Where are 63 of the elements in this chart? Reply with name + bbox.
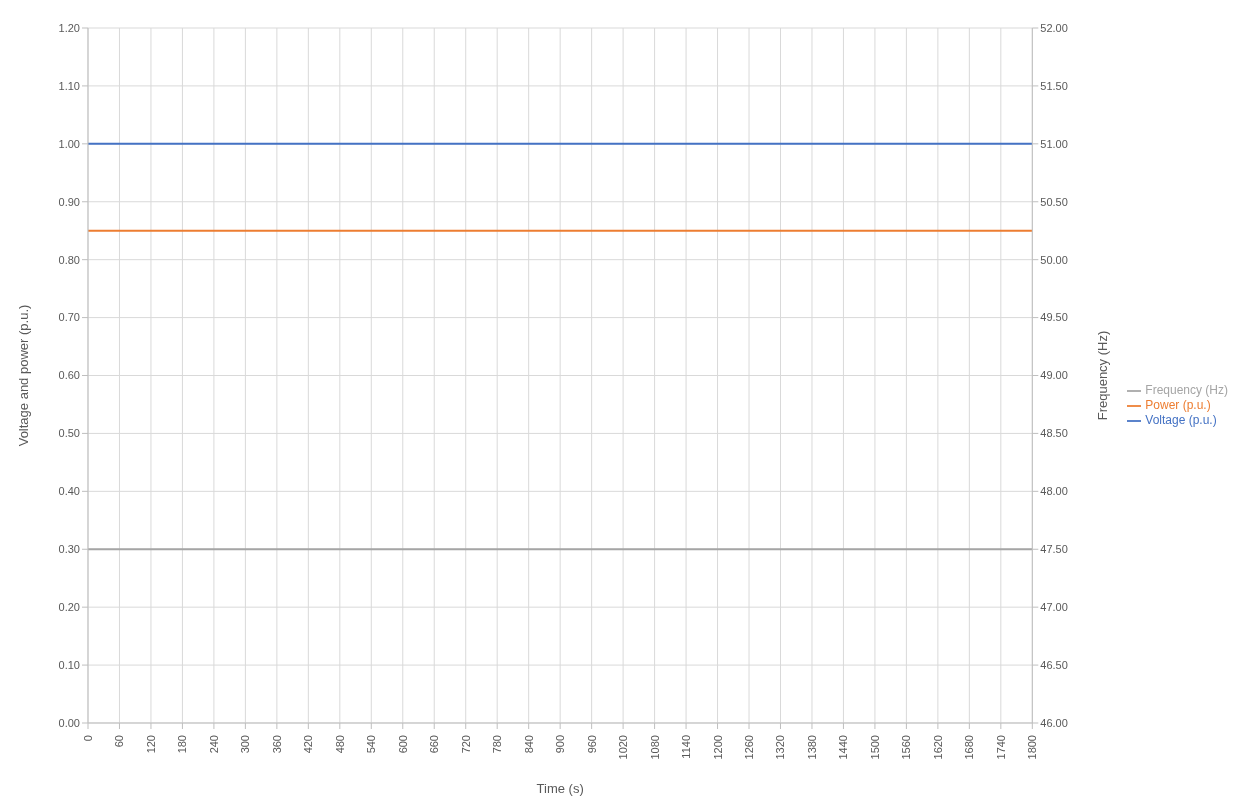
- x-tick-label: 300: [239, 735, 252, 754]
- legend-label: Power (p.u.): [1145, 398, 1211, 413]
- y-axis-title: Voltage and power (p.u.): [15, 304, 31, 447]
- y-tick-label: 1.00: [58, 137, 80, 150]
- y2-tick-label: 46.00: [1040, 716, 1068, 729]
- x-tick-label: 1500: [868, 735, 881, 760]
- y2-tick-label: 46.50: [1040, 658, 1068, 671]
- y-tick-label: 0.90: [58, 195, 80, 208]
- x-tick-label: 1800: [1026, 735, 1039, 760]
- y2-tick-label: 51.00: [1040, 137, 1068, 150]
- y2-tick-label: 52.00: [1040, 21, 1068, 34]
- x-tick-label: 1320: [774, 735, 787, 760]
- x-tick-label: 1020: [617, 735, 630, 760]
- x-tick-label: 0: [82, 735, 94, 742]
- x-tick-label: 1620: [931, 735, 944, 760]
- x-tick-label: 180: [176, 735, 189, 754]
- x-tick-label: 780: [491, 735, 504, 754]
- y2-tick-label: 50.00: [1040, 253, 1068, 266]
- x-axis-title: Time (s): [536, 781, 584, 796]
- x-tick-label: 1380: [805, 735, 818, 760]
- y2-tick-label: 49.00: [1040, 369, 1068, 382]
- y2-tick-label: 49.50: [1040, 311, 1068, 324]
- x-tick-label: 1140: [680, 735, 693, 759]
- x-tick-label: 840: [522, 735, 535, 754]
- legend-label: Frequency (Hz): [1145, 383, 1228, 398]
- y-tick-label: 0.50: [58, 427, 80, 440]
- y-tick-label: 1.10: [58, 79, 80, 92]
- y2-axis-title: Frequency (Hz): [1094, 330, 1110, 421]
- y2-tick-label: 47.00: [1040, 601, 1068, 614]
- x-tick-label: 540: [365, 735, 378, 754]
- y2-tick-label: 48.50: [1040, 427, 1068, 440]
- x-tick-label: 1260: [743, 735, 756, 760]
- y-tick-label: 0.40: [58, 485, 80, 498]
- x-tick-label: 360: [270, 735, 283, 754]
- x-tick-label: 660: [428, 735, 441, 754]
- y-tick-label: 0.80: [58, 253, 80, 266]
- x-tick-label: 1200: [711, 735, 724, 760]
- y-tick-label: 0.00: [58, 716, 80, 729]
- x-tick-label: 480: [333, 735, 346, 754]
- x-tick-label: 1440: [837, 735, 850, 760]
- x-tick-label: 1740: [994, 735, 1007, 760]
- x-tick-label: 120: [144, 735, 157, 754]
- y2-tick-label: 51.50: [1040, 79, 1068, 92]
- x-tick-label: 720: [459, 735, 472, 754]
- y-tick-label: 0.60: [58, 369, 80, 382]
- y2-tick-label: 47.50: [1040, 543, 1068, 556]
- x-tick-label: 960: [585, 735, 598, 754]
- x-tick-label: 1680: [963, 735, 976, 760]
- x-tick-label: 60: [113, 735, 126, 748]
- y-tick-label: 1.20: [58, 21, 80, 34]
- y2-tick-label: 50.50: [1040, 195, 1068, 208]
- x-tick-label: 420: [302, 735, 315, 754]
- x-tick-label: 900: [554, 735, 567, 754]
- x-tick-label: 600: [396, 735, 409, 754]
- y-tick-label: 0.20: [58, 601, 80, 614]
- x-tick-label: 1080: [648, 735, 661, 760]
- y2-tick-label: 48.00: [1040, 485, 1068, 498]
- x-tick-label: 1560: [900, 735, 913, 760]
- x-tick-label: 240: [207, 735, 220, 754]
- y-tick-label: 0.30: [58, 543, 80, 556]
- legend-label: Voltage (p.u.): [1145, 412, 1217, 427]
- y-tick-label: 0.70: [58, 311, 80, 324]
- y-tick-label: 0.10: [58, 658, 80, 671]
